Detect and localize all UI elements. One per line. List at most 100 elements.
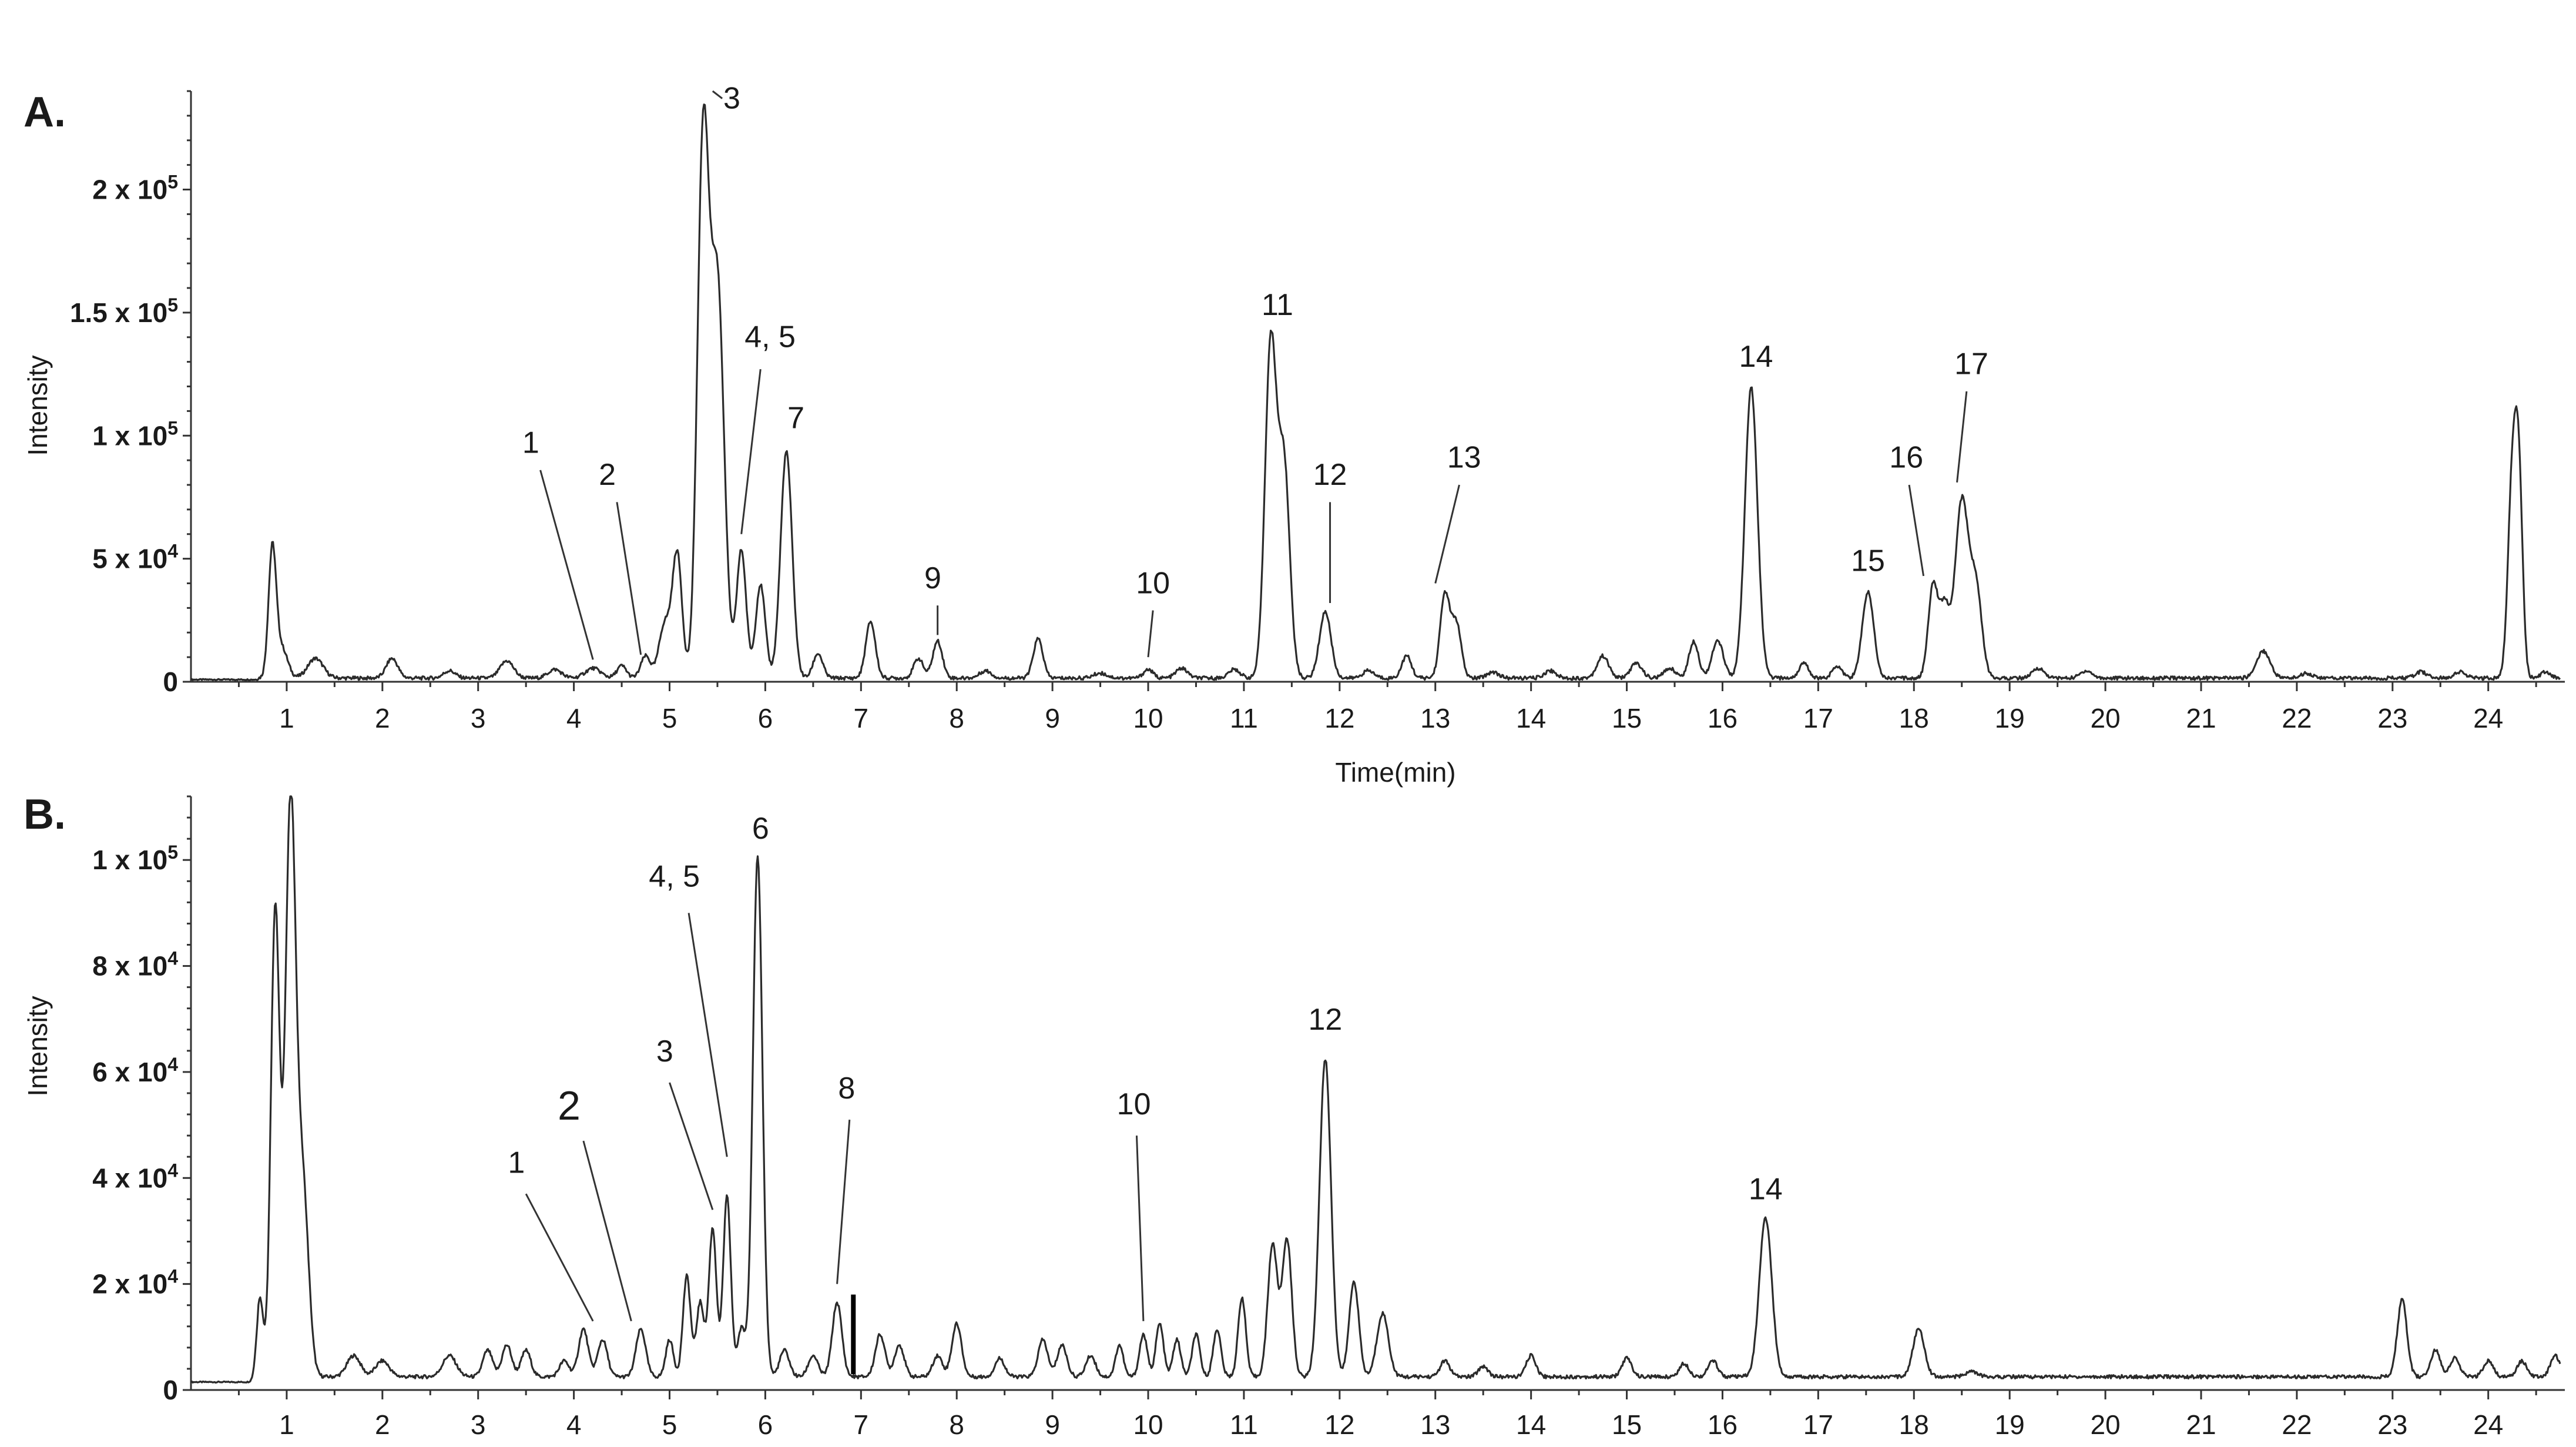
panel-b-y-tick-label: 6 x 104 — [92, 1054, 178, 1087]
panel-a-x-tick-label: 13 — [1420, 703, 1450, 733]
panel-b-x-tick-label: 8 — [949, 1409, 964, 1440]
panel-b-x-tick-label: 14 — [1516, 1409, 1546, 1440]
panel-b-chromatogram-trace — [190, 795, 2561, 1384]
panel-a-chromatogram-trace — [190, 103, 2561, 681]
panel-a-peak-label: 7 — [787, 401, 804, 436]
panel-b-peak-label: 6 — [752, 812, 769, 846]
panel-b-x-tick-label: 19 — [1995, 1409, 2025, 1440]
panel-a-y-tick-label: 1.5 x 105 — [70, 294, 178, 328]
panel-a-peak-label: 16 — [1889, 441, 1923, 475]
panel-a-peak-leader-line — [616, 502, 642, 655]
panel-a-chromatogram: A. Intensity Time(min) 1 2 3 4 5 6 7 8 9 10 11 12 13… — [22, 81, 2565, 788]
panel-a-letter: A. — [24, 89, 66, 136]
panel-a-peak-label: 12 — [1313, 458, 1347, 492]
panel-a-peak-label: 15 — [1851, 544, 1885, 578]
panel-b-x-tick-label: 23 — [2377, 1409, 2407, 1440]
panel-b-peak-leader-line — [1135, 1136, 1145, 1321]
panel-b-x-tick-label: 20 — [2090, 1409, 2120, 1440]
panel-a-x-tick-label: 2 — [375, 703, 390, 733]
panel-a-x-tick-label: 15 — [1612, 703, 1642, 733]
panel-b-x-tick-label: 17 — [1803, 1409, 1833, 1440]
panel-a-x-tick-label: 22 — [2282, 703, 2312, 733]
panel-b-x-tick-label: 18 — [1899, 1409, 1929, 1440]
panel-a-x-tick-label: 5 — [662, 703, 677, 733]
panel-b-peak-label: 10 — [1117, 1087, 1151, 1121]
panel-a-x-tick-label: 10 — [1133, 703, 1163, 733]
panel-b-peak-leader-line — [669, 1082, 714, 1210]
panel-b-x-tick-label: 13 — [1420, 1409, 1450, 1440]
panel-a-x-axis-title: Time(min) — [1335, 757, 1455, 788]
panel-b-y-tick-label: 8 x 104 — [92, 948, 178, 982]
panel-a-peak-leader-line — [740, 369, 762, 534]
panel-b-peak-leader-line — [687, 913, 728, 1157]
panel-a-x-tick-label: 12 — [1324, 703, 1354, 733]
panel-a-y-tick-label: 0 — [163, 666, 178, 697]
panel-a-peak-label: 1 — [522, 426, 539, 460]
panel-b-y-tick-label: 2 x 104 — [92, 1266, 178, 1299]
panel-a-x-tick-label: 24 — [2473, 703, 2503, 733]
panel-b-peak-label: 3 — [656, 1034, 673, 1068]
panel-a-peak-label: 3 — [723, 81, 740, 115]
panel-a-peak-label: 14 — [1739, 340, 1773, 374]
panel-b-peak-label: 1 — [508, 1145, 525, 1180]
panel-a-x-tick-label: 8 — [949, 703, 964, 733]
panel-a-x-tick-label: 4 — [566, 703, 582, 733]
panel-b-y-tick-label: 4 x 104 — [92, 1160, 178, 1193]
panel-a-y-axis-title: Intensity — [22, 355, 53, 455]
panel-b-y-tick-label: 1 x 105 — [92, 842, 178, 875]
panel-b-x-tick-label: 7 — [854, 1409, 869, 1440]
panel-a-x-tick-label: 11 — [1230, 703, 1258, 733]
panel-b-x-tick-label: 6 — [758, 1409, 773, 1440]
panel-a-x-tick-label: 19 — [1995, 703, 2025, 733]
panel-a-peak-leader-line — [539, 470, 594, 660]
panel-a-x-tick-label: 1 — [279, 703, 294, 733]
panel-a-peak-leader-line — [1908, 484, 1925, 577]
panel-b-peak-label: 2 — [558, 1083, 581, 1128]
panel-a-x-tick-label: 16 — [1708, 703, 1738, 733]
panel-b-x-tick-label: 2 — [375, 1409, 390, 1440]
panel-b-x-tick-label: 12 — [1324, 1409, 1354, 1440]
panel-b-x-tick-label: 15 — [1612, 1409, 1642, 1440]
panel-b-chromatogram: B. Intensity 1 2 3 4 5 6 7 8 9 10 11 12 13 14 15 16 17 18… — [22, 791, 2565, 1440]
panel-b-y-tick-label: 0 — [163, 1375, 178, 1405]
panel-b-peak-leader-line — [836, 1119, 851, 1284]
panel-a-x-tick-label: 6 — [758, 703, 773, 733]
panel-b-peak-label: 4, 5 — [649, 859, 700, 893]
panel-a-peak-label: 17 — [1954, 347, 1988, 381]
panel-a-y-tick-label: 5 x 104 — [92, 541, 178, 574]
panel-b-x-tick-label: 3 — [471, 1409, 486, 1440]
panel-a-peak-label: 11 — [1262, 288, 1293, 322]
panel-a-x-tick-label: 9 — [1045, 703, 1060, 733]
panel-a-peak-leader-line — [1147, 610, 1154, 658]
panel-b-x-tick-label: 24 — [2473, 1409, 2503, 1440]
panel-a-peak-leader-line — [712, 90, 723, 99]
panel-a-x-tick-label: 18 — [1899, 703, 1929, 733]
panel-b-peak-label: 12 — [1308, 1003, 1342, 1037]
panel-b-x-tick-label: 16 — [1708, 1409, 1738, 1440]
panel-b-peak-label: 8 — [838, 1071, 855, 1106]
panel-b-x-tick-label: 11 — [1230, 1409, 1258, 1440]
panel-b-peak-leader-line — [525, 1193, 594, 1322]
panel-a-x-tick-label: 21 — [2186, 703, 2216, 733]
panel-b-x-tick-label: 4 — [566, 1409, 582, 1440]
panel-a-x-tick-label: 17 — [1803, 703, 1833, 733]
panel-b-x-tick-label: 22 — [2282, 1409, 2312, 1440]
panel-a-y-tick-label: 2 x 105 — [92, 172, 178, 205]
panel-a-x-tick-label: 3 — [471, 703, 486, 733]
panel-a-peak-label: 10 — [1136, 566, 1170, 600]
panel-a-peak-leader-line — [1434, 484, 1460, 584]
panel-b-letter: B. — [24, 791, 66, 838]
panel-a-peak-leader-line — [1956, 391, 1968, 483]
panel-a-x-tick-label: 23 — [2377, 703, 2407, 733]
panel-b-x-tick-label: 1 — [279, 1409, 294, 1440]
panel-a-peak-label: 4, 5 — [744, 320, 796, 354]
panel-a-peak-label: 9 — [924, 561, 941, 595]
panel-a-peak-label: 2 — [599, 458, 616, 492]
panel-a-y-tick-label: 1 x 105 — [92, 417, 178, 451]
panel-b-x-tick-label: 10 — [1133, 1409, 1163, 1440]
panel-b-peak-label: 14 — [1749, 1172, 1783, 1206]
panel-a-x-tick-label: 14 — [1516, 703, 1546, 733]
panel-b-x-tick-label: 21 — [2186, 1409, 2216, 1440]
panel-a-x-tick-label: 7 — [854, 703, 869, 733]
